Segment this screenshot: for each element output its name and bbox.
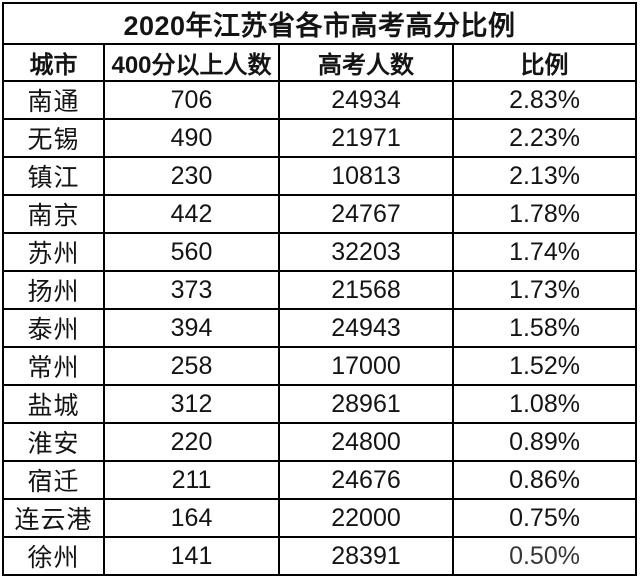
title-row: 2020年江苏省各市高考高分比例 <box>1 2 638 45</box>
city-cell: 常州 <box>2 346 105 386</box>
table-row: 连云港 164 22000 0.75% <box>2 498 638 538</box>
above-400-cell: 706 <box>103 80 280 120</box>
ratio-cell: 2.13% <box>451 156 638 196</box>
ratio-cell: 1.08% <box>451 384 638 424</box>
city-cell: 淮安 <box>2 422 105 462</box>
ratio-cell: 2.23% <box>451 118 638 158</box>
column-header-city: 城市 <box>2 43 105 82</box>
exam-count-cell: 24676 <box>278 460 454 500</box>
ratio-cell: 0.89% <box>451 422 638 462</box>
above-400-cell: 373 <box>103 270 280 310</box>
ratio-cell: 0.50% <box>451 536 638 576</box>
above-400-cell: 141 <box>103 536 280 576</box>
ratio-cell: 1.52% <box>451 346 638 386</box>
above-400-cell: 258 <box>103 346 280 386</box>
exam-count-cell: 24934 <box>278 80 454 120</box>
above-400-cell: 394 <box>103 308 280 348</box>
table-row: 宿迁 211 24676 0.86% <box>2 460 638 500</box>
ratio-cell: 1.74% <box>451 232 638 272</box>
table-row: 常州 258 17000 1.52% <box>2 346 638 386</box>
above-400-cell: 230 <box>103 156 280 196</box>
table-row: 徐州 141 28391 0.50% <box>2 536 638 576</box>
table-row: 苏州 560 32203 1.74% <box>2 232 638 272</box>
city-cell: 扬州 <box>2 270 105 310</box>
above-400-cell: 560 <box>103 232 280 272</box>
table-title: 2020年江苏省各市高考高分比例 <box>1 2 638 45</box>
table-row: 扬州 373 21568 1.73% <box>2 270 638 310</box>
ratio-cell: 0.75% <box>451 498 638 538</box>
table-row: 南京 442 24767 1.78% <box>2 194 638 234</box>
ratio-cell: 1.78% <box>451 194 638 234</box>
exam-count-cell: 28961 <box>278 384 454 424</box>
city-cell: 盐城 <box>2 384 105 424</box>
city-cell: 镇江 <box>2 156 105 196</box>
above-400-cell: 490 <box>103 118 280 158</box>
table-row: 南通 706 24934 2.83% <box>2 80 638 120</box>
ratio-cell: 1.73% <box>451 270 638 310</box>
exam-count-cell: 17000 <box>278 346 454 386</box>
column-header-exam-count: 高考人数 <box>278 43 454 82</box>
city-cell: 徐州 <box>2 536 105 576</box>
exam-count-cell: 32203 <box>278 232 454 272</box>
ratio-cell: 1.58% <box>451 308 638 348</box>
above-400-cell: 164 <box>103 498 280 538</box>
city-cell: 南通 <box>2 80 105 120</box>
city-cell: 连云港 <box>2 498 105 538</box>
exam-count-cell: 22000 <box>278 498 454 538</box>
exam-count-cell: 21568 <box>278 270 454 310</box>
table-row: 无锡 490 21971 2.23% <box>2 118 638 158</box>
table-body: 南通 706 24934 2.83% 无锡 490 21971 2.23% 镇江 230 10813… <box>2 80 638 576</box>
table-row: 淮安 220 24800 0.89% <box>2 422 638 462</box>
exam-count-cell: 21971 <box>278 118 454 158</box>
city-cell: 宿迁 <box>2 460 105 500</box>
exam-count-cell: 24800 <box>278 422 454 462</box>
ratio-cell: 2.83% <box>451 80 638 120</box>
above-400-cell: 220 <box>103 422 280 462</box>
column-header-above-400: 400分以上人数 <box>103 43 280 82</box>
exam-count-cell: 24767 <box>278 194 454 234</box>
city-cell: 南京 <box>2 194 105 234</box>
table-row: 镇江 230 10813 2.13% <box>2 156 638 196</box>
exam-count-cell: 28391 <box>278 536 454 576</box>
header-row: 城市 400分以上人数 高考人数 比例 <box>2 43 638 82</box>
exam-count-cell: 10813 <box>278 156 454 196</box>
table-row: 泰州 394 24943 1.58% <box>2 308 638 348</box>
above-400-cell: 442 <box>103 194 280 234</box>
ratio-cell: 0.86% <box>451 460 638 500</box>
table-row: 盐城 312 28961 1.08% <box>2 384 638 424</box>
above-400-cell: 312 <box>103 384 280 424</box>
city-cell: 无锡 <box>2 118 105 158</box>
city-cell: 泰州 <box>2 308 105 348</box>
city-cell: 苏州 <box>2 232 105 272</box>
above-400-cell: 211 <box>103 460 280 500</box>
exam-count-cell: 24943 <box>278 308 454 348</box>
column-header-ratio: 比例 <box>451 43 638 82</box>
